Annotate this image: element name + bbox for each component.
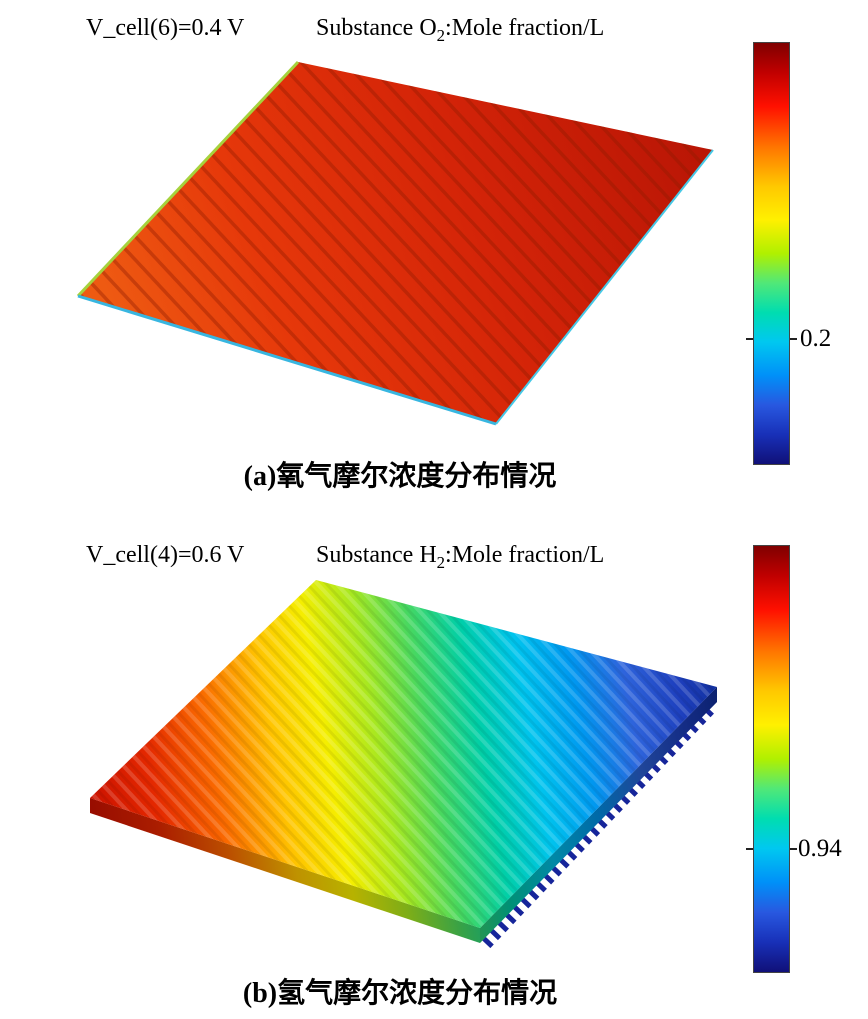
surface-a-channel-ripples — [78, 62, 713, 424]
surface-b-side-left — [90, 798, 480, 943]
substance-label-a-sub: 2 — [436, 25, 446, 45]
colorbar-b-tick-label: 0.94 — [798, 835, 842, 862]
surface-b-channel-ripples — [90, 580, 717, 928]
surface-b-side-right-shade — [480, 687, 717, 943]
surface-b-side-right — [480, 687, 717, 943]
colorbar-a-tick-label: 0.2 — [800, 325, 832, 352]
surface-a-bottom-edge-highlight — [77, 294, 497, 426]
surface-a-right-edge-highlight — [495, 149, 714, 425]
colorbar-b-tick-right — [790, 848, 797, 850]
substance-label-a-pre: Substance O — [316, 15, 437, 41]
surface-a-left-edge-highlight — [76, 60, 300, 298]
colorbar-a — [753, 42, 790, 465]
substance-label-b-pre: Substance H — [316, 542, 437, 568]
substance-label-b: Substance H2:Mole fraction/L — [316, 541, 604, 577]
substance-label-a: Substance O2:Mole fraction/L — [316, 14, 604, 50]
param-label-b: V_cell(4)=0.6 V — [86, 542, 245, 568]
param-label-a: V_cell(6)=0.4 V — [86, 15, 245, 41]
surface-b-side-left-shade — [90, 798, 480, 943]
surface-b — [90, 580, 718, 949]
substance-label-a-post: :Mole fraction/L — [445, 15, 605, 41]
caption-b: (b)氢气摩尔浓度分布情况 — [242, 978, 558, 1009]
colorbar-b — [753, 545, 790, 973]
substance-label-b-sub: 2 — [436, 552, 446, 572]
substance-label-b-post: :Mole fraction/L — [445, 542, 605, 568]
surface-a — [76, 60, 714, 426]
colorbar-b-tick-left — [746, 848, 753, 850]
caption-a: (a)氧气摩尔浓度分布情况 — [243, 461, 557, 492]
colorbar-a-tick-right — [790, 338, 797, 340]
colorbar-a-tick-left — [746, 338, 753, 340]
